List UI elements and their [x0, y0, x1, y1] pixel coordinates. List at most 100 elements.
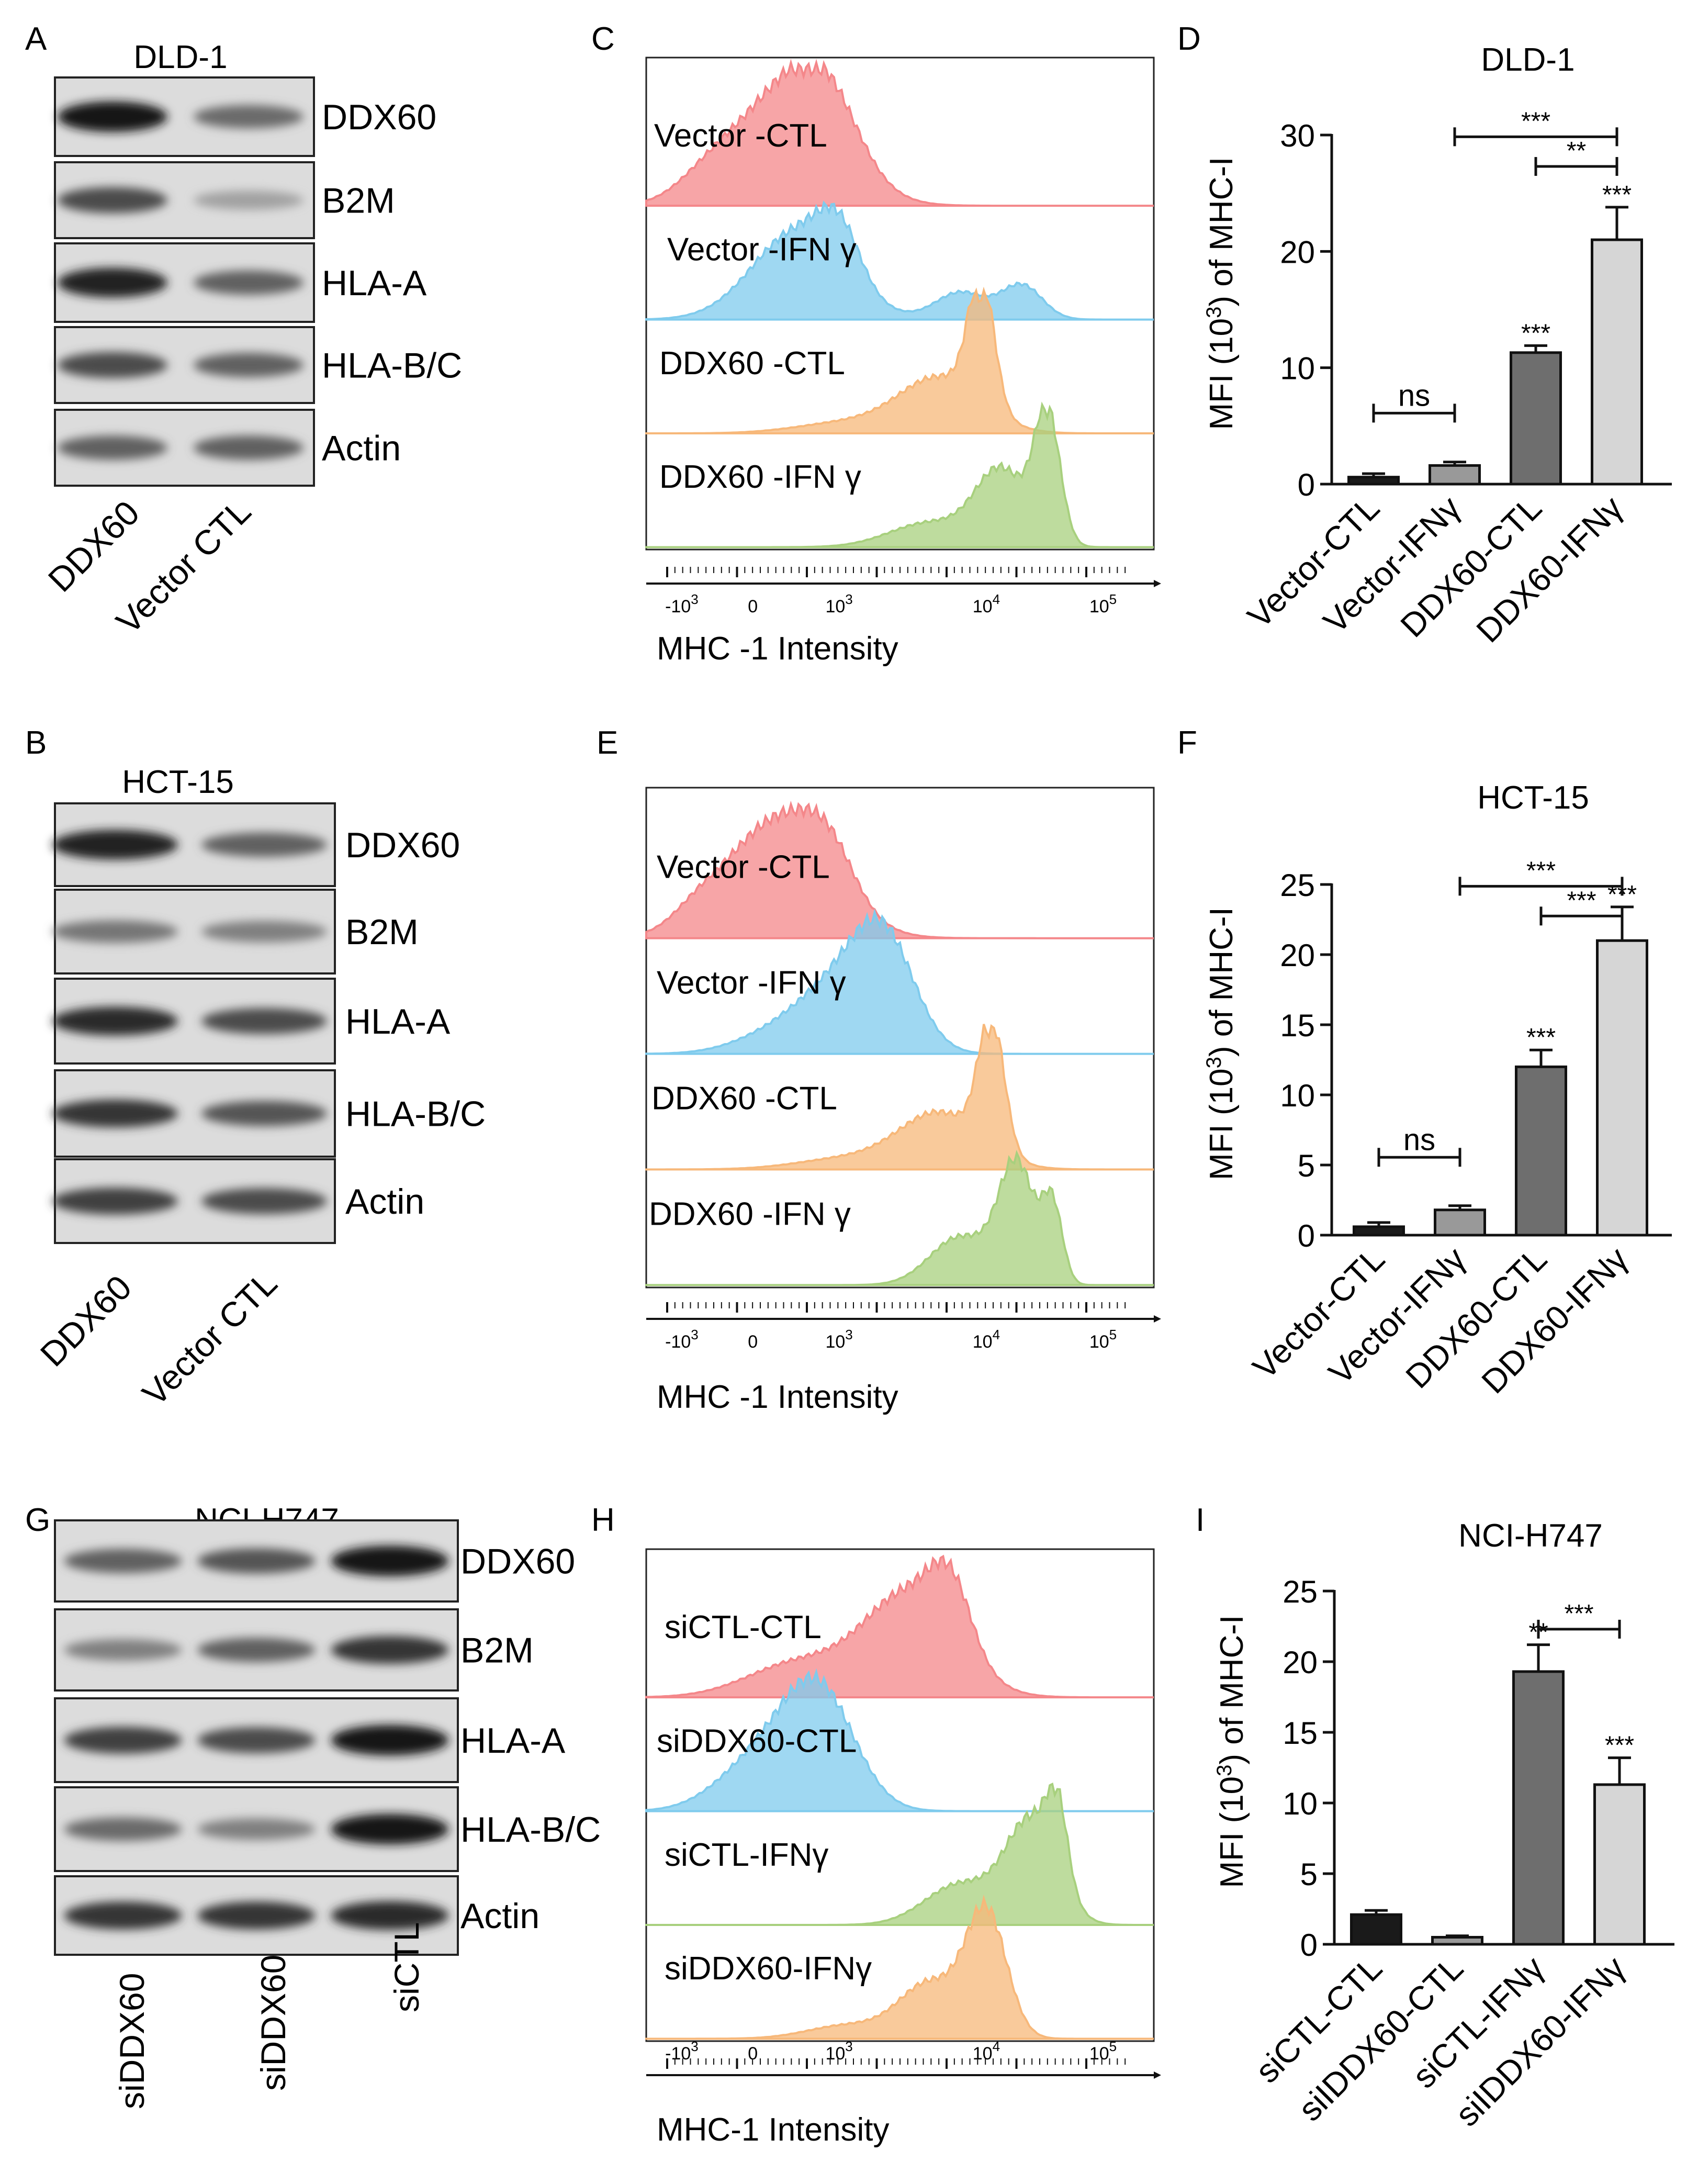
- blot-band-label: HLA-B/C: [460, 1810, 601, 1850]
- bar: [1596, 939, 1648, 1237]
- blot-band: [52, 830, 178, 860]
- blot-lane-label: DDX60: [33, 1268, 139, 1374]
- significance-stars: ***: [1602, 181, 1632, 209]
- blot-row-ddx60: DDX60: [54, 76, 436, 157]
- bar: [1347, 476, 1400, 486]
- blot-band: [58, 267, 167, 298]
- axis-tick-label: 105: [1089, 591, 1117, 617]
- blot-band-label: B2M: [322, 181, 395, 221]
- bracket-label: ***: [1564, 1600, 1593, 1628]
- blot-row-actin: Actin: [52, 1158, 424, 1244]
- tick-exponent: 5: [1109, 1327, 1117, 1342]
- axis-tick-label: 0: [748, 1332, 758, 1352]
- blot-band: [331, 1545, 449, 1576]
- axis-tick-label: 105: [1089, 2039, 1117, 2064]
- y-tick-label: 25: [1283, 1574, 1318, 1609]
- panel-letter-h: H: [591, 1502, 615, 1538]
- bar: [1591, 238, 1643, 486]
- histogram-label: DDX60 -CTL: [659, 345, 845, 382]
- y-tick-label: 10: [1283, 1786, 1318, 1821]
- blot-row-b2m: B2M: [52, 889, 419, 975]
- chart-title: NCI-H747: [1458, 1518, 1603, 1554]
- blot-band: [197, 1638, 316, 1662]
- axis-tick-label: 103: [825, 591, 852, 617]
- blot-band: [52, 1006, 178, 1036]
- plot-frame: [645, 57, 1155, 551]
- tick-exponent: 5: [1109, 591, 1117, 607]
- y-axis-label-exponent: 3: [1202, 307, 1225, 318]
- axis-tick-label: -103: [665, 2039, 699, 2064]
- y-axis-label-exponent: 3: [1213, 1765, 1236, 1776]
- histogram-label: Vector -CTL: [657, 849, 830, 886]
- y-tick-label: 20: [1280, 234, 1315, 270]
- histogram-label: DDX60 -IFN γ: [659, 459, 861, 495]
- y-tick-label: 15: [1280, 1008, 1315, 1043]
- blot-band: [197, 1901, 316, 1930]
- tick-exponent: 4: [993, 2039, 1000, 2054]
- blot-band: [201, 1188, 327, 1214]
- histogram-label: Vector -CTL: [654, 118, 827, 154]
- western-blot-hct15: HCT-15 DDX60 B2M HLA-A HLA-B/C Actin DDX60 V…: [33, 764, 486, 1413]
- histogram-label: siDDX60-CTL: [657, 1723, 857, 1759]
- bracket-label: ***: [1567, 887, 1596, 914]
- blot-row-hlabc: HLA-B/C: [54, 1786, 601, 1872]
- y-axis-label-rest: ) of MHC-I: [1214, 1615, 1250, 1765]
- histogram-label: siCTL-IFNγ: [665, 1837, 828, 1873]
- blot-band-label: HLA-B/C: [345, 1094, 486, 1134]
- y-axis-label: MFI (103) of MHC-I: [1202, 907, 1240, 1180]
- y-axis-label: MFI (103) of MHC-I: [1213, 1615, 1250, 1888]
- blot-title: HCT-15: [122, 764, 234, 800]
- blot-band: [58, 352, 167, 378]
- tick-exponent: 3: [691, 1327, 698, 1342]
- y-tick-label: 0: [1298, 1218, 1315, 1253]
- y-axis-label-rest: ) of MHC-I: [1204, 157, 1240, 307]
- blot-band: [331, 1724, 449, 1756]
- blot-band: [52, 920, 178, 943]
- panel-letter-c: C: [591, 21, 615, 57]
- blot-row-hlaa: HLA-A: [52, 978, 451, 1065]
- blot-lane-label: Vector CTL: [135, 1263, 285, 1413]
- bracket-label: ns: [1403, 1123, 1435, 1157]
- axis-tick-label: 103: [825, 2039, 852, 2064]
- axis-tick-label: 104: [973, 1327, 1000, 1352]
- panel-letter-g: G: [25, 1502, 50, 1538]
- histogram-label: DDX60 -CTL: [651, 1080, 837, 1116]
- blot-row-hlaa: HLA-A: [54, 242, 427, 323]
- blot-row-hlabc: HLA-B/C: [52, 1069, 486, 1158]
- histogram-label: siCTL-CTL: [665, 1609, 822, 1645]
- panel-letter-b: B: [25, 725, 47, 761]
- chart-title: DLD-1: [1481, 42, 1574, 78]
- blot-band: [64, 1639, 182, 1661]
- axis-tick-label: 104: [973, 591, 1000, 617]
- blot-row-actin: Actin: [54, 1875, 539, 1956]
- bar: [1515, 1065, 1567, 1237]
- blot-band: [201, 921, 327, 943]
- tick-exponent: 4: [993, 1327, 1000, 1342]
- blot-band: [194, 353, 303, 377]
- blot-band: [58, 435, 167, 460]
- blot-band-label: Actin: [322, 429, 401, 468]
- blot-band: [58, 187, 167, 214]
- tick-exponent: 4: [993, 591, 1000, 607]
- blot-band: [331, 1901, 449, 1930]
- axis-tick-label: -103: [665, 1327, 699, 1352]
- blot-band-label: DDX60: [322, 97, 436, 137]
- blot-band: [194, 191, 303, 210]
- blot-row-actin: Actin: [54, 409, 401, 487]
- blot-row-ddx60: DDX60: [54, 1519, 575, 1603]
- blot-lane-label: siDDX60: [113, 1973, 151, 2109]
- blot-band-label: B2M: [345, 912, 419, 952]
- axis-tick-label: 0: [748, 597, 758, 617]
- blot-band: [64, 1727, 182, 1754]
- flow-histogram-dld1: Vector -CTL Vector -IFN γ DDX60 -CTL DDX60 …: [645, 57, 1161, 667]
- blot-band-label: Actin: [345, 1182, 424, 1222]
- y-axis-label-rest: ) of MHC-I: [1204, 907, 1240, 1057]
- bar: [1431, 1936, 1483, 1946]
- bracket-label: ***: [1521, 107, 1550, 135]
- flow-histogram-nci-h747: siCTL-CTL siDDX60-CTL siCTL-IFNγ siDDX60-IF…: [645, 1548, 1161, 2148]
- panel-letter-f: F: [1177, 725, 1197, 761]
- flow-histogram-hct15: Vector -CTL Vector -IFN γ DDX60 -CTL DDX60 …: [645, 787, 1161, 1415]
- axis-tick-label: 104: [973, 2039, 1000, 2064]
